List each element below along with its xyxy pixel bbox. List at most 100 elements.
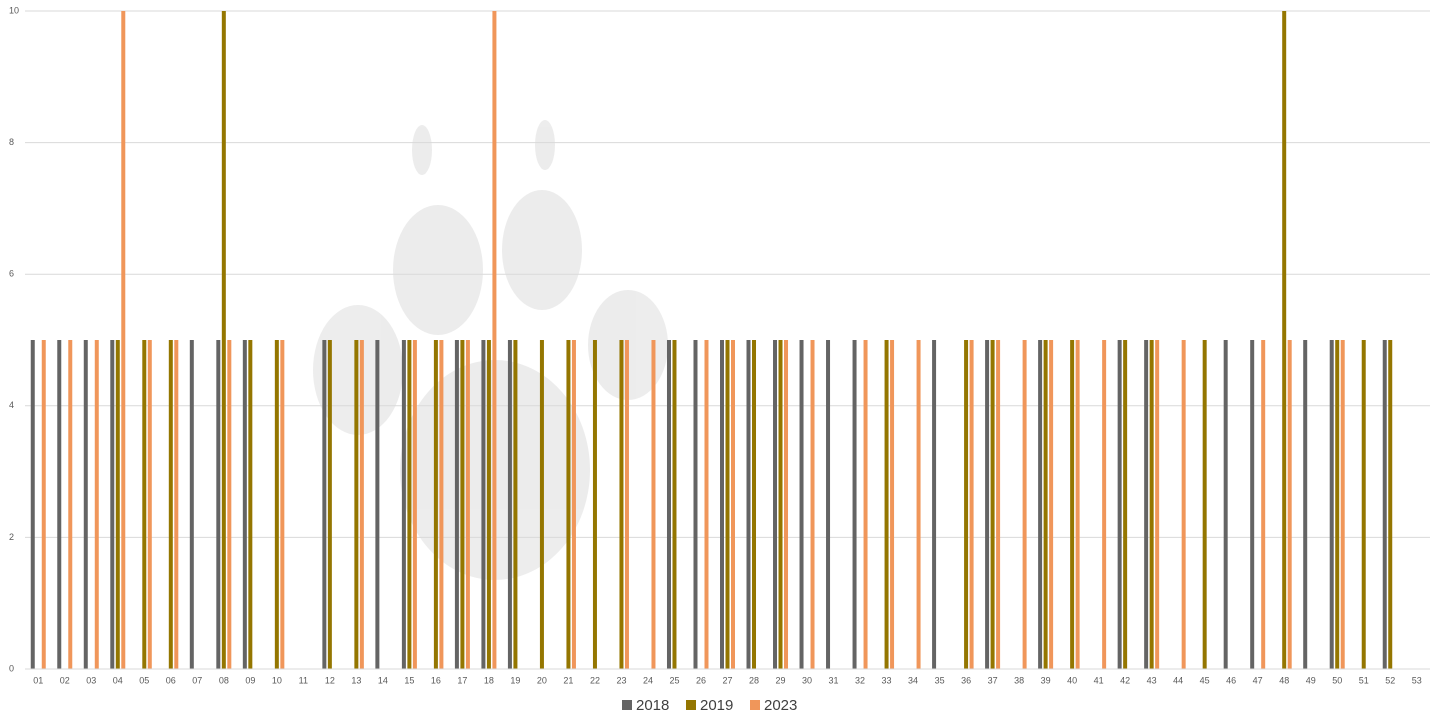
x-tick-label: 23 (616, 675, 626, 685)
bar (1261, 340, 1266, 669)
bar (147, 340, 152, 669)
bar (83, 340, 88, 669)
x-tick-label: 35 (935, 675, 945, 685)
bar (810, 340, 815, 669)
x-tick-label: 51 (1359, 675, 1369, 685)
bar (1181, 340, 1186, 669)
bar (725, 340, 730, 669)
y-tick-label: 6 (9, 269, 14, 279)
x-tick-label: 05 (139, 675, 149, 685)
bar (693, 340, 698, 669)
x-tick-label: 26 (696, 675, 706, 685)
bar (1335, 340, 1340, 669)
x-tick-label: 45 (1200, 675, 1210, 685)
bar (990, 340, 995, 669)
x-tick-label: 38 (1014, 675, 1024, 685)
bar (375, 340, 380, 669)
x-tick-label: 31 (829, 675, 839, 685)
bar (1340, 340, 1345, 669)
bar (1117, 340, 1122, 669)
x-tick-label: 21 (563, 675, 573, 685)
bar (731, 340, 735, 669)
bar (624, 340, 629, 669)
bar (274, 340, 279, 669)
bar (242, 340, 247, 669)
bar (1149, 340, 1154, 669)
x-tick-label: 24 (643, 675, 653, 685)
x-tick-label: 40 (1067, 675, 1077, 685)
bar (142, 340, 147, 669)
x-tick-label: 30 (802, 675, 812, 685)
bar (1388, 340, 1393, 669)
x-tick-label: 18 (484, 675, 494, 685)
x-tick-label: 43 (1147, 675, 1157, 685)
x-tick-label: 42 (1120, 675, 1130, 685)
bar (592, 340, 597, 669)
bar (1287, 340, 1292, 669)
bar (651, 340, 656, 669)
bar (890, 340, 895, 669)
bar (863, 340, 868, 669)
bar (492, 11, 497, 669)
bar (1282, 11, 1287, 669)
x-tick-label: 15 (404, 675, 414, 685)
bar (704, 340, 709, 669)
bar (1070, 340, 1075, 669)
bar (1155, 340, 1160, 669)
bar (778, 340, 783, 669)
bar (110, 340, 115, 669)
bar (327, 340, 332, 669)
x-tick-label: 29 (776, 675, 786, 685)
bar (486, 340, 491, 669)
y-tick-label: 2 (9, 532, 14, 542)
bar (280, 340, 285, 669)
x-tick-label: 36 (961, 675, 971, 685)
x-tick-label: 13 (351, 675, 361, 685)
bar (672, 340, 677, 669)
bar (354, 340, 359, 669)
legend-label: 2018 (636, 697, 669, 714)
x-tick-label: 39 (1041, 675, 1051, 685)
bar (916, 340, 921, 669)
bar (248, 340, 253, 669)
x-tick-label: 08 (219, 675, 229, 685)
bar (68, 340, 73, 669)
bar (720, 340, 724, 669)
bar (227, 340, 232, 669)
bar (1075, 340, 1080, 669)
x-tick-label: 06 (166, 675, 176, 685)
x-tick-label: 17 (457, 675, 467, 685)
bar (826, 340, 831, 669)
bar (1144, 340, 1149, 669)
x-tick-label: 16 (431, 675, 441, 685)
bar (41, 340, 46, 669)
x-tick-label: 50 (1332, 675, 1342, 685)
legend-swatch (750, 700, 760, 710)
bar (174, 340, 179, 669)
bar (322, 340, 327, 669)
y-tick-label: 4 (9, 400, 14, 410)
legend-swatch (622, 700, 632, 710)
x-tick-label: 34 (908, 675, 918, 685)
bar (1043, 340, 1048, 669)
bar (454, 340, 459, 669)
bar (1382, 340, 1387, 669)
bar (784, 340, 789, 669)
legend-swatch (686, 700, 696, 710)
bar (1038, 340, 1043, 669)
x-tick-label: 53 (1412, 675, 1422, 685)
bar (168, 340, 173, 669)
bar (1102, 340, 1107, 669)
bar (996, 340, 1001, 669)
x-tick-label: 52 (1385, 675, 1395, 685)
bar (985, 340, 990, 669)
bar (465, 340, 470, 669)
bar (619, 340, 624, 669)
x-tick-label: 48 (1279, 675, 1289, 685)
bar (1223, 340, 1228, 669)
x-tick-label: 28 (749, 675, 759, 685)
legend-label: 2019 (700, 697, 733, 714)
bar (94, 340, 99, 669)
x-tick-label: 32 (855, 675, 865, 685)
x-tick-label: 22 (590, 675, 600, 685)
